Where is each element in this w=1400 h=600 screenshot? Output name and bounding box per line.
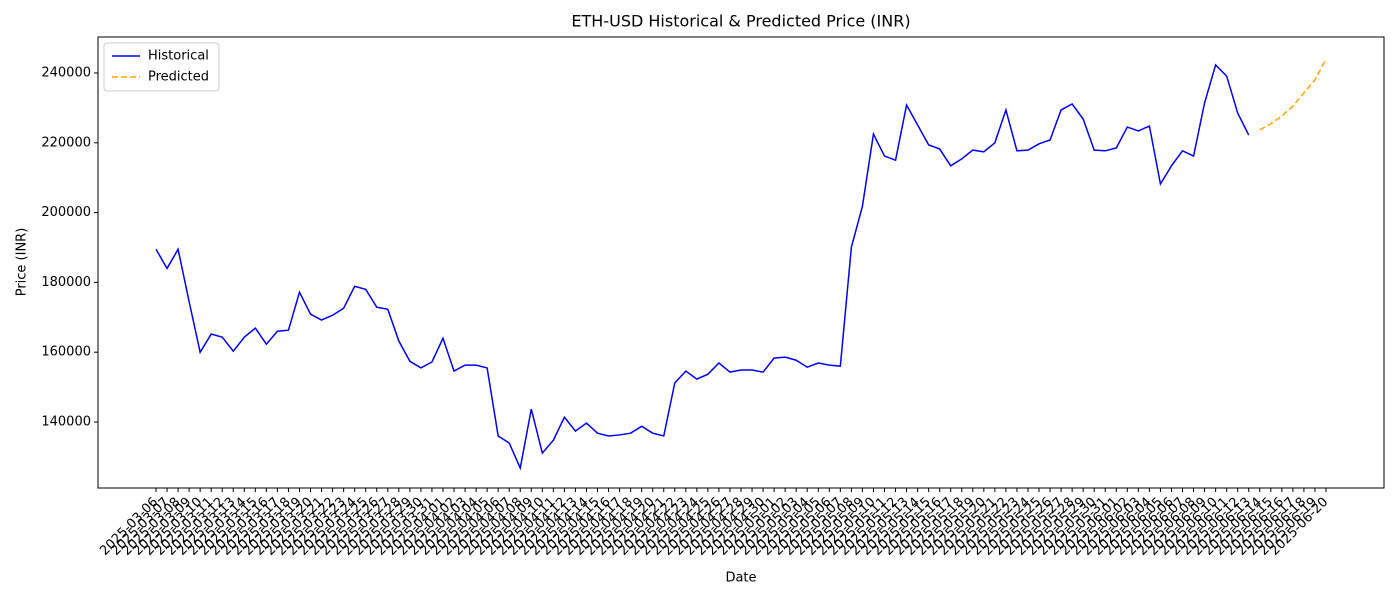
legend-label: Predicted [148, 70, 209, 85]
y-tick-label: 160000 [41, 345, 91, 360]
legend-box [103, 42, 220, 92]
y-tick-label: 200000 [41, 205, 91, 220]
y-tick-label: 140000 [41, 415, 91, 430]
y-axis-label: Price (INR) [15, 228, 30, 297]
y-tick-label: 180000 [41, 275, 91, 290]
line-series [155, 63, 1250, 471]
y-tick-label: 220000 [41, 135, 91, 150]
line-series [1259, 58, 1327, 131]
y-tick-label: 240000 [41, 65, 91, 80]
plot-frame [97, 36, 1385, 489]
legend-label: Historical [148, 49, 209, 64]
x-axis-label: Date [725, 571, 756, 586]
chart-title: ETH-USD Historical & Predicted Price (IN… [571, 12, 910, 31]
